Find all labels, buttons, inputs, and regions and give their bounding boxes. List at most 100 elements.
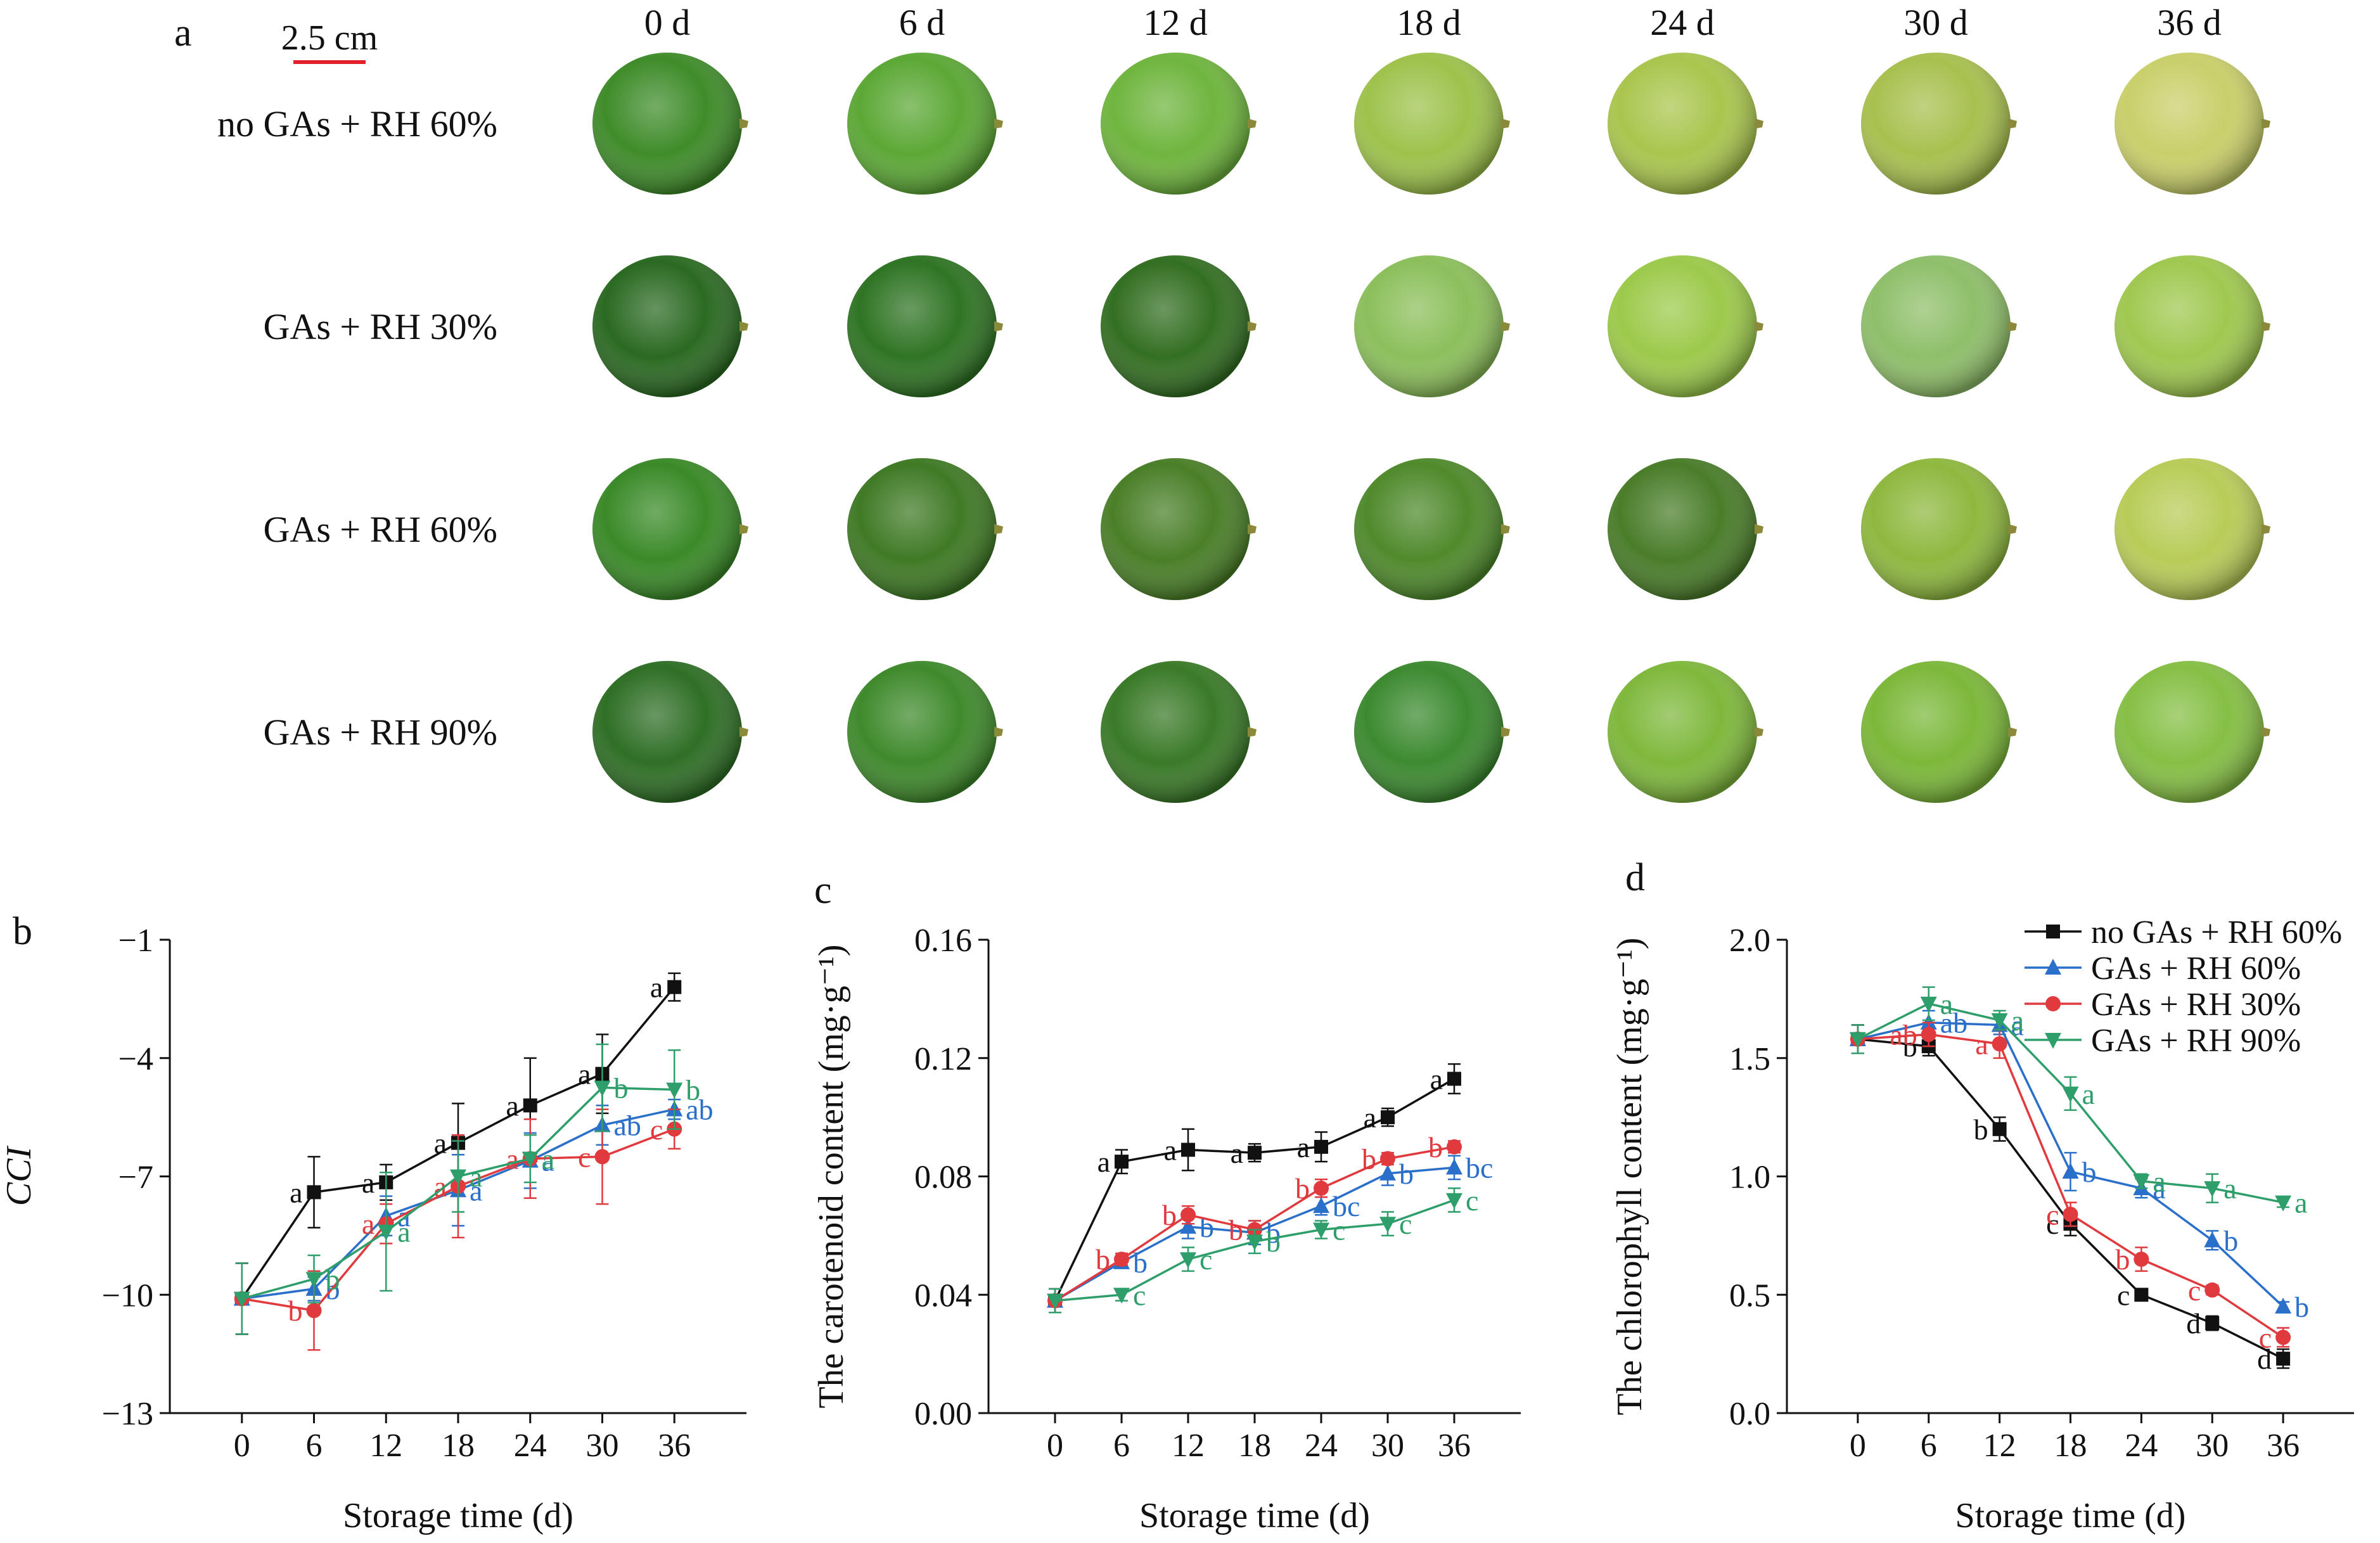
y-tick-label: 0.16 (914, 923, 972, 959)
fruit-shading (1101, 53, 1250, 195)
significance-letter: b (1266, 1226, 1281, 1258)
fruit-stem (2008, 727, 2017, 737)
fruit-stem (1248, 524, 1257, 534)
fruit-shading (592, 458, 742, 600)
data-point (2204, 1181, 2221, 1198)
data-point (378, 1224, 395, 1241)
carotenoid-chart: c 0.00 0.04 0.08 0.12 0.16 0 6 12 18 24 30 36 Storage… (812, 869, 1521, 1535)
data-point (305, 1272, 323, 1288)
significance-letter: b (2223, 1224, 2238, 1257)
data-point (2204, 1231, 2221, 1248)
y-tick-label: 1.5 (1729, 1041, 1770, 1077)
significance-letter: a (1364, 1101, 1376, 1134)
significance-letter: d (2186, 1307, 2201, 1340)
y-tick-label: −1 (118, 923, 153, 959)
x-tick-label: 12 (1172, 1428, 1205, 1464)
significance-letter: a (2153, 1165, 2165, 1198)
fruit-stem (1755, 118, 1763, 129)
fruit-shading (592, 53, 742, 195)
legend-marker (2046, 925, 2060, 938)
y-axis-label: CCI (0, 1145, 39, 1206)
y-tick-label: 0.04 (914, 1277, 972, 1314)
data-point (1849, 1032, 1866, 1048)
data-point (1314, 1181, 1329, 1196)
significance-letter: a (434, 1127, 447, 1160)
lime-fruit-photo (592, 255, 748, 397)
lime-fruit-photo (2114, 661, 2270, 803)
data-point (1313, 1222, 1329, 1239)
data-point (1248, 1146, 1262, 1160)
lime-fruit-photo (1608, 661, 1763, 803)
cci-chart: b −1 −4 −7 −10 −13 0 6 12 18 24 30 36 Storage time (d… (0, 910, 746, 1535)
significance-letter: c (1399, 1208, 1412, 1240)
significance-letter: a (2223, 1172, 2236, 1205)
significance-letter: b (1428, 1131, 1443, 1163)
data-point (2204, 1282, 2220, 1298)
lime-fruit-photo (1861, 53, 2017, 195)
significance-letter: c (2046, 1198, 2059, 1231)
fruit-stem (1501, 524, 1510, 534)
fruit-shading (592, 661, 742, 803)
day-label: 6 d (899, 2, 945, 43)
fruit-shading (1101, 661, 1250, 803)
day-label: 30 d (1903, 2, 1968, 43)
data-point (1447, 1072, 1461, 1086)
lime-fruit-photo (592, 53, 748, 195)
fruit-stem (1755, 321, 1763, 331)
legend-marker (2045, 959, 2061, 975)
lime-fruit-photo (592, 458, 748, 600)
x-axis-label: Storage time (d) (343, 1496, 573, 1535)
significance-letter: b (1200, 1211, 1214, 1243)
lime-fruit-photo (1608, 53, 1763, 195)
y-tick-label: −4 (118, 1041, 153, 1077)
significance-letter: a (397, 1216, 410, 1248)
fruit-shading (592, 255, 742, 397)
significance-letter: a (650, 971, 663, 1004)
data-point (594, 1080, 611, 1097)
data-point (1447, 1139, 1462, 1155)
y-tick-label: 2.0 (1729, 923, 1770, 959)
x-tick-label: 24 (514, 1428, 547, 1464)
panel-label-a: a (174, 11, 192, 54)
significance-letter: a (1097, 1146, 1110, 1178)
lime-fruit-photo (1608, 458, 1763, 600)
data-point (2275, 1297, 2292, 1314)
significance-letter: b (1362, 1143, 1376, 1175)
legend-label: GAs + RH 90% (2091, 1023, 2301, 1059)
y-tick-label: 1.0 (1729, 1160, 1770, 1196)
chlorophyll-chart: d 0.0 0.5 1.0 1.5 2.0 0 6 12 18 24 30 36 Storage time… (1610, 856, 2354, 1535)
y-tick-label: 0.00 (914, 1396, 972, 1432)
legend-label: GAs + RH 30% (2091, 987, 2301, 1023)
significance-letter: ab (686, 1094, 713, 1126)
day-label: 18 d (1397, 2, 1461, 43)
fruit-shading (847, 53, 997, 195)
data-point (2133, 1174, 2150, 1190)
treatment-row-label: GAs + RH 90% (264, 712, 497, 753)
fruit-shading (2114, 53, 2264, 195)
fruit-shading (2114, 661, 2264, 803)
fruit-shading (1608, 458, 1757, 600)
fruit-stem (2262, 524, 2270, 534)
lime-fruit-photo (1861, 458, 2017, 600)
significance-letter: a (362, 1208, 374, 1240)
fruit-stem (994, 727, 1003, 737)
data-point (233, 1291, 250, 1308)
data-point (2276, 1352, 2291, 1366)
fruit-shading (1354, 458, 1504, 600)
significance-letter: b (1162, 1199, 1177, 1231)
significance-letter: b (288, 1295, 303, 1327)
day-label: 36 d (2157, 2, 2222, 43)
significance-letter: a (290, 1176, 302, 1208)
significance-letter: a (1231, 1137, 1243, 1169)
fruit-stem (739, 118, 748, 129)
x-tick-label: 18 (1238, 1428, 1271, 1464)
data-point (2063, 1207, 2078, 1222)
x-tick-label: 12 (369, 1428, 402, 1464)
significance-letter: a (1975, 1028, 1988, 1060)
fruit-stem (739, 321, 748, 331)
x-tick-label: 36 (658, 1428, 691, 1464)
significance-letter: a (2011, 1004, 2024, 1037)
fruit-shading (1861, 53, 2011, 195)
fruit-shading (1608, 53, 1757, 195)
